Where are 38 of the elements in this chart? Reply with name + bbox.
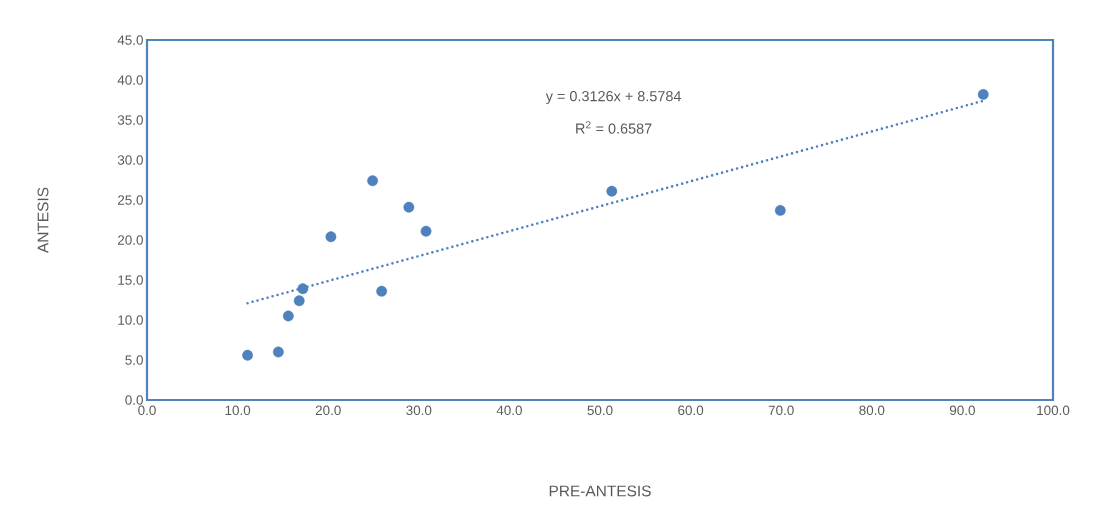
point (325, 231, 337, 243)
point (282, 310, 294, 322)
x-tick-label: 40.0 (496, 405, 522, 416)
x-axis-title: PRE-ANTESIS (549, 485, 651, 497)
y-tick-label: 40.0 (117, 75, 143, 85)
point (606, 185, 618, 197)
y-tick-label: 25.0 (117, 195, 143, 205)
y-tick-label: 5.0 (125, 355, 143, 365)
y-tick-label: 10.0 (118, 315, 143, 325)
point (272, 346, 284, 358)
point (297, 283, 309, 295)
y-tick-label: 15.0 (118, 275, 143, 285)
point (774, 205, 786, 216)
x-tick-label: 30.0 (406, 405, 432, 416)
y-tick-label: 45.0 (117, 35, 143, 45)
point (420, 225, 432, 237)
x-tick-label: 90.0 (949, 405, 975, 416)
y-tick-label: 20.0 (117, 235, 143, 245)
x-tick-label: 70.0 (768, 405, 794, 416)
x-tick-label: 60.0 (678, 405, 704, 416)
point (293, 295, 305, 307)
y-tick-label: 0.0 (125, 395, 143, 405)
x-tick-label: 0.0 (138, 405, 156, 416)
point (367, 175, 378, 187)
point (242, 349, 253, 361)
x-tick-label: 100.0 (1037, 405, 1070, 416)
x-tick-label: 80.0 (859, 405, 885, 416)
point (376, 285, 388, 297)
y-tick-label: 30.0 (117, 155, 143, 165)
point (977, 89, 989, 100)
point (403, 201, 415, 213)
x-tick-label: 10.0 (225, 405, 251, 416)
x-tick-label: 20.0 (315, 405, 341, 416)
y-axis-title: ANTESIS (37, 187, 49, 253)
annotation: y = 0.3126x + 8.5784 (545, 91, 682, 105)
annotation: R$^{2}$ = 0.6587 (576, 121, 652, 134)
x-tick-label: 50.0 (587, 405, 613, 416)
y-tick-label: 35.0 (117, 115, 143, 125)
